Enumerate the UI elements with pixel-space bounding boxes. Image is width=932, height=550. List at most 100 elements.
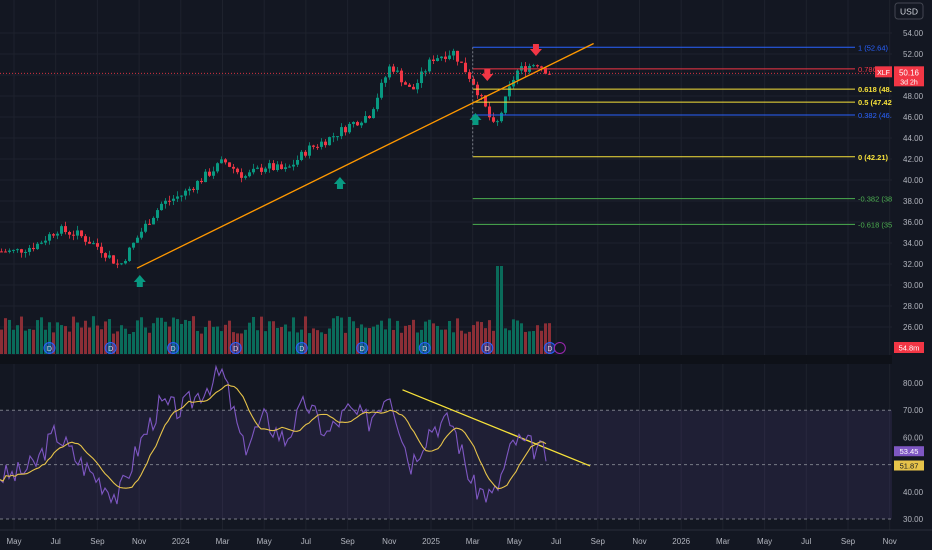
- fib-level-label: 0.5 (47.42): [858, 98, 895, 107]
- volume-bar: [16, 325, 19, 354]
- candle-body: [388, 66, 391, 78]
- sell-arrow-icon: [529, 44, 542, 56]
- candle-body: [396, 70, 399, 72]
- candle-body: [236, 168, 239, 173]
- time-tick-label: Sep: [90, 537, 105, 546]
- rsi-ma-badge: [894, 460, 924, 471]
- dividend-event-icon: [418, 342, 431, 354]
- grid: [0, 0, 892, 530]
- candle-body: [16, 249, 19, 251]
- trend-lines[interactable]: [136, 42, 594, 467]
- candle-body: [12, 249, 15, 251]
- volume-bar: [372, 326, 375, 354]
- candle-body: [188, 188, 191, 191]
- volume-bar: [68, 331, 71, 354]
- volume-bar: [420, 329, 423, 354]
- candle-body: [132, 242, 135, 248]
- volume-bar: [120, 325, 123, 354]
- volume-bar: [116, 331, 119, 354]
- price-tick-label: 54.00: [903, 29, 924, 38]
- candle-body: [416, 83, 419, 90]
- fib-level-label: 0.382 (46.19): [858, 111, 903, 120]
- candle-body: [364, 116, 367, 123]
- volume-bar: [416, 332, 419, 354]
- volume-bar: [92, 316, 95, 354]
- rsi-tick-label: 30.00: [903, 515, 924, 524]
- signal-arrows: [133, 44, 542, 287]
- volume-bar: [464, 333, 467, 354]
- candle-body: [112, 255, 115, 264]
- volume-bar: [528, 331, 531, 354]
- volume-bar: [308, 333, 311, 354]
- candle-body: [152, 217, 155, 225]
- candle-body: [148, 223, 151, 225]
- volume-bar: [180, 324, 183, 354]
- volume-bar: [484, 328, 487, 354]
- candle-body: [532, 65, 535, 67]
- volume-bar: [0, 329, 3, 354]
- price-axis-bg: [892, 0, 932, 550]
- candle-body: [232, 166, 235, 169]
- volume-bar: [272, 321, 275, 354]
- price-tick-label: 52.00: [903, 50, 924, 59]
- volume-bar: [476, 321, 479, 354]
- candle-body: [96, 243, 99, 247]
- time-tick-label: Jul: [551, 537, 561, 546]
- candle-body: [120, 263, 123, 265]
- dividend-event-label: D: [108, 346, 113, 353]
- volume-bars: [0, 266, 551, 354]
- volume-bar: [32, 329, 35, 354]
- candle-body: [544, 67, 547, 74]
- candle-body: [52, 234, 55, 236]
- time-tick-label: Nov: [632, 537, 646, 546]
- candle-body: [316, 146, 319, 148]
- volume-bar: [396, 320, 399, 354]
- ticker-tag: XLF: [877, 70, 890, 77]
- rsi-ma-value: 51.87: [900, 462, 919, 471]
- candle-body: [264, 168, 267, 172]
- rsi-tick-label: 60.00: [903, 433, 924, 442]
- volume-bar: [136, 320, 139, 354]
- volume-bar: [512, 319, 515, 354]
- volume-bar: [220, 331, 223, 354]
- candle-body: [160, 203, 163, 211]
- volume-bar: [20, 316, 23, 354]
- volume-bar: [176, 319, 179, 354]
- volume-bar: [292, 317, 295, 354]
- rsi-value: 53.45: [900, 447, 919, 456]
- volume-bar: [492, 330, 495, 354]
- fib-retracement[interactable]: 1 (52.64)0.786 (50.58)0.618 (48.65)0.5 (…: [472, 43, 906, 229]
- time-tick-label: 2025: [422, 537, 440, 546]
- volume-bar: [328, 328, 331, 354]
- dividend-event-icon: [295, 342, 308, 354]
- volume-bar: [104, 321, 107, 354]
- volume-bar: [408, 325, 411, 354]
- candle-body: [284, 167, 287, 169]
- volume-bar: [284, 324, 287, 354]
- time-axis[interactable]: May Jul Sep Nov 2024 Mar May Jul Sep Nov 2025 Mar Ma…: [0, 529, 932, 550]
- candle-body: [368, 116, 371, 119]
- volume-bar: [456, 318, 459, 354]
- support-trend-line: [136, 42, 594, 269]
- candle-body: [408, 84, 411, 87]
- volume-bar: [252, 316, 255, 354]
- candle-body: [64, 226, 67, 233]
- volume-bar: [448, 320, 451, 354]
- pane-separator[interactable]: [0, 355, 892, 364]
- rsi-tick-label: 80.00: [903, 379, 924, 388]
- dividend-event-label: D: [233, 346, 238, 353]
- candle-body: [204, 171, 207, 183]
- candle-body: [448, 55, 451, 59]
- sell-arrow-icon: [481, 69, 494, 81]
- candle-body: [352, 122, 355, 124]
- candle-body: [476, 84, 479, 96]
- candle-body: [356, 122, 359, 126]
- volume-bar: [344, 332, 347, 354]
- price-tick-label: 36.00: [903, 218, 924, 227]
- volume-bar: [364, 327, 367, 354]
- currency-button[interactable]: USD: [894, 2, 924, 20]
